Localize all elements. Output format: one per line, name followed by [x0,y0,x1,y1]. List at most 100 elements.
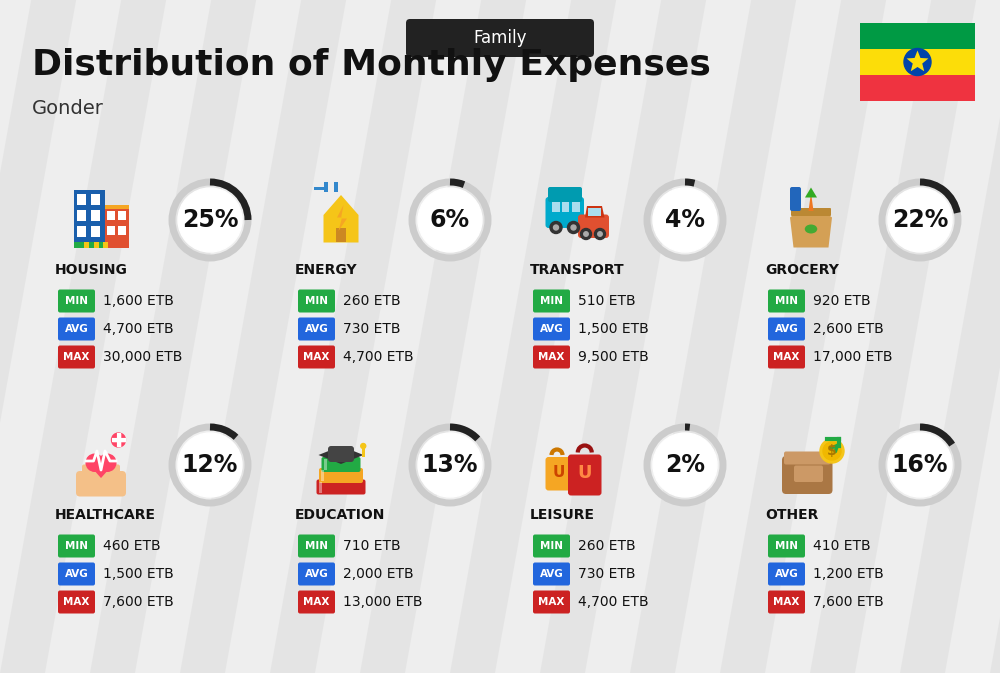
Text: MAX: MAX [538,352,565,362]
Bar [74,190,104,248]
FancyBboxPatch shape [533,534,570,557]
Polygon shape [180,0,346,673]
FancyBboxPatch shape [533,345,570,369]
Text: TRANSPORT: TRANSPORT [530,263,625,277]
Text: 13,000 ETB: 13,000 ETB [343,595,422,609]
Circle shape [178,433,242,497]
FancyBboxPatch shape [768,563,805,586]
FancyBboxPatch shape [568,454,602,495]
Circle shape [904,48,931,75]
Bar [860,49,975,75]
Text: AVG: AVG [65,324,88,334]
FancyBboxPatch shape [328,446,354,462]
Polygon shape [907,50,928,71]
Text: GROCERY: GROCERY [765,263,839,277]
Text: MAX: MAX [538,597,565,607]
FancyBboxPatch shape [768,590,805,614]
Text: 12%: 12% [182,453,238,477]
FancyBboxPatch shape [406,19,594,57]
Text: 710 ETB: 710 ETB [343,539,401,553]
Text: MIN: MIN [305,296,328,306]
Circle shape [594,229,606,240]
Text: 4%: 4% [665,208,705,232]
Bar [562,203,569,213]
Bar [107,226,114,235]
Text: AVG: AVG [65,569,88,579]
FancyBboxPatch shape [533,590,570,614]
Text: MIN: MIN [65,541,88,551]
FancyBboxPatch shape [102,464,112,481]
Polygon shape [337,205,347,231]
Bar [321,470,324,481]
Text: LEISURE: LEISURE [530,508,595,522]
Text: 730 ETB: 730 ETB [578,567,636,581]
Text: MIN: MIN [540,541,563,551]
Text: MIN: MIN [775,296,798,306]
Circle shape [823,442,841,460]
Text: Family: Family [473,29,527,47]
Bar [105,205,128,209]
Text: Distribution of Monthly Expenses: Distribution of Monthly Expenses [32,48,711,82]
FancyBboxPatch shape [298,534,335,557]
Bar [572,203,580,213]
FancyBboxPatch shape [794,466,823,482]
Circle shape [653,433,717,497]
Polygon shape [87,462,115,478]
Bar [74,242,104,248]
Text: HOUSING: HOUSING [55,263,128,277]
Bar [104,242,108,248]
FancyBboxPatch shape [322,457,361,472]
Bar [362,446,364,457]
Circle shape [580,229,592,240]
Bar [860,23,975,49]
FancyBboxPatch shape [768,345,805,369]
Text: MAX: MAX [773,597,800,607]
Text: MAX: MAX [63,352,90,362]
Text: 22%: 22% [892,208,948,232]
FancyBboxPatch shape [533,318,570,341]
Text: 30,000 ETB: 30,000 ETB [103,350,182,364]
Bar [90,227,100,238]
Circle shape [598,232,602,236]
FancyBboxPatch shape [768,289,805,312]
Bar [314,187,324,190]
FancyBboxPatch shape [58,318,95,341]
FancyBboxPatch shape [768,318,805,341]
FancyBboxPatch shape [58,289,95,312]
Polygon shape [0,0,166,673]
Bar [77,194,86,205]
Circle shape [584,232,588,236]
Circle shape [361,444,366,448]
Polygon shape [720,0,886,673]
Circle shape [418,433,482,497]
Polygon shape [630,0,796,673]
Polygon shape [805,188,817,197]
FancyBboxPatch shape [790,187,801,211]
Polygon shape [540,0,706,673]
Ellipse shape [805,225,817,234]
Text: OTHER: OTHER [765,508,818,522]
Circle shape [571,225,576,230]
Text: ENERGY: ENERGY [295,263,358,277]
FancyBboxPatch shape [110,464,120,481]
Text: 13%: 13% [422,453,478,477]
Bar [336,229,346,242]
Polygon shape [900,0,1000,673]
Text: MAX: MAX [63,597,90,607]
Text: 460 ETB: 460 ETB [103,539,161,553]
FancyBboxPatch shape [319,468,363,483]
Bar [324,182,328,192]
Text: MAX: MAX [303,352,330,362]
Circle shape [86,454,103,471]
Text: 2%: 2% [665,453,705,477]
Polygon shape [360,0,526,673]
Polygon shape [585,206,604,217]
Bar [118,211,126,220]
FancyBboxPatch shape [298,318,335,341]
Polygon shape [90,0,256,673]
FancyBboxPatch shape [316,479,366,495]
FancyBboxPatch shape [298,590,335,614]
Text: 260 ETB: 260 ETB [343,294,401,308]
Text: Gonder: Gonder [32,98,104,118]
Polygon shape [318,446,364,464]
